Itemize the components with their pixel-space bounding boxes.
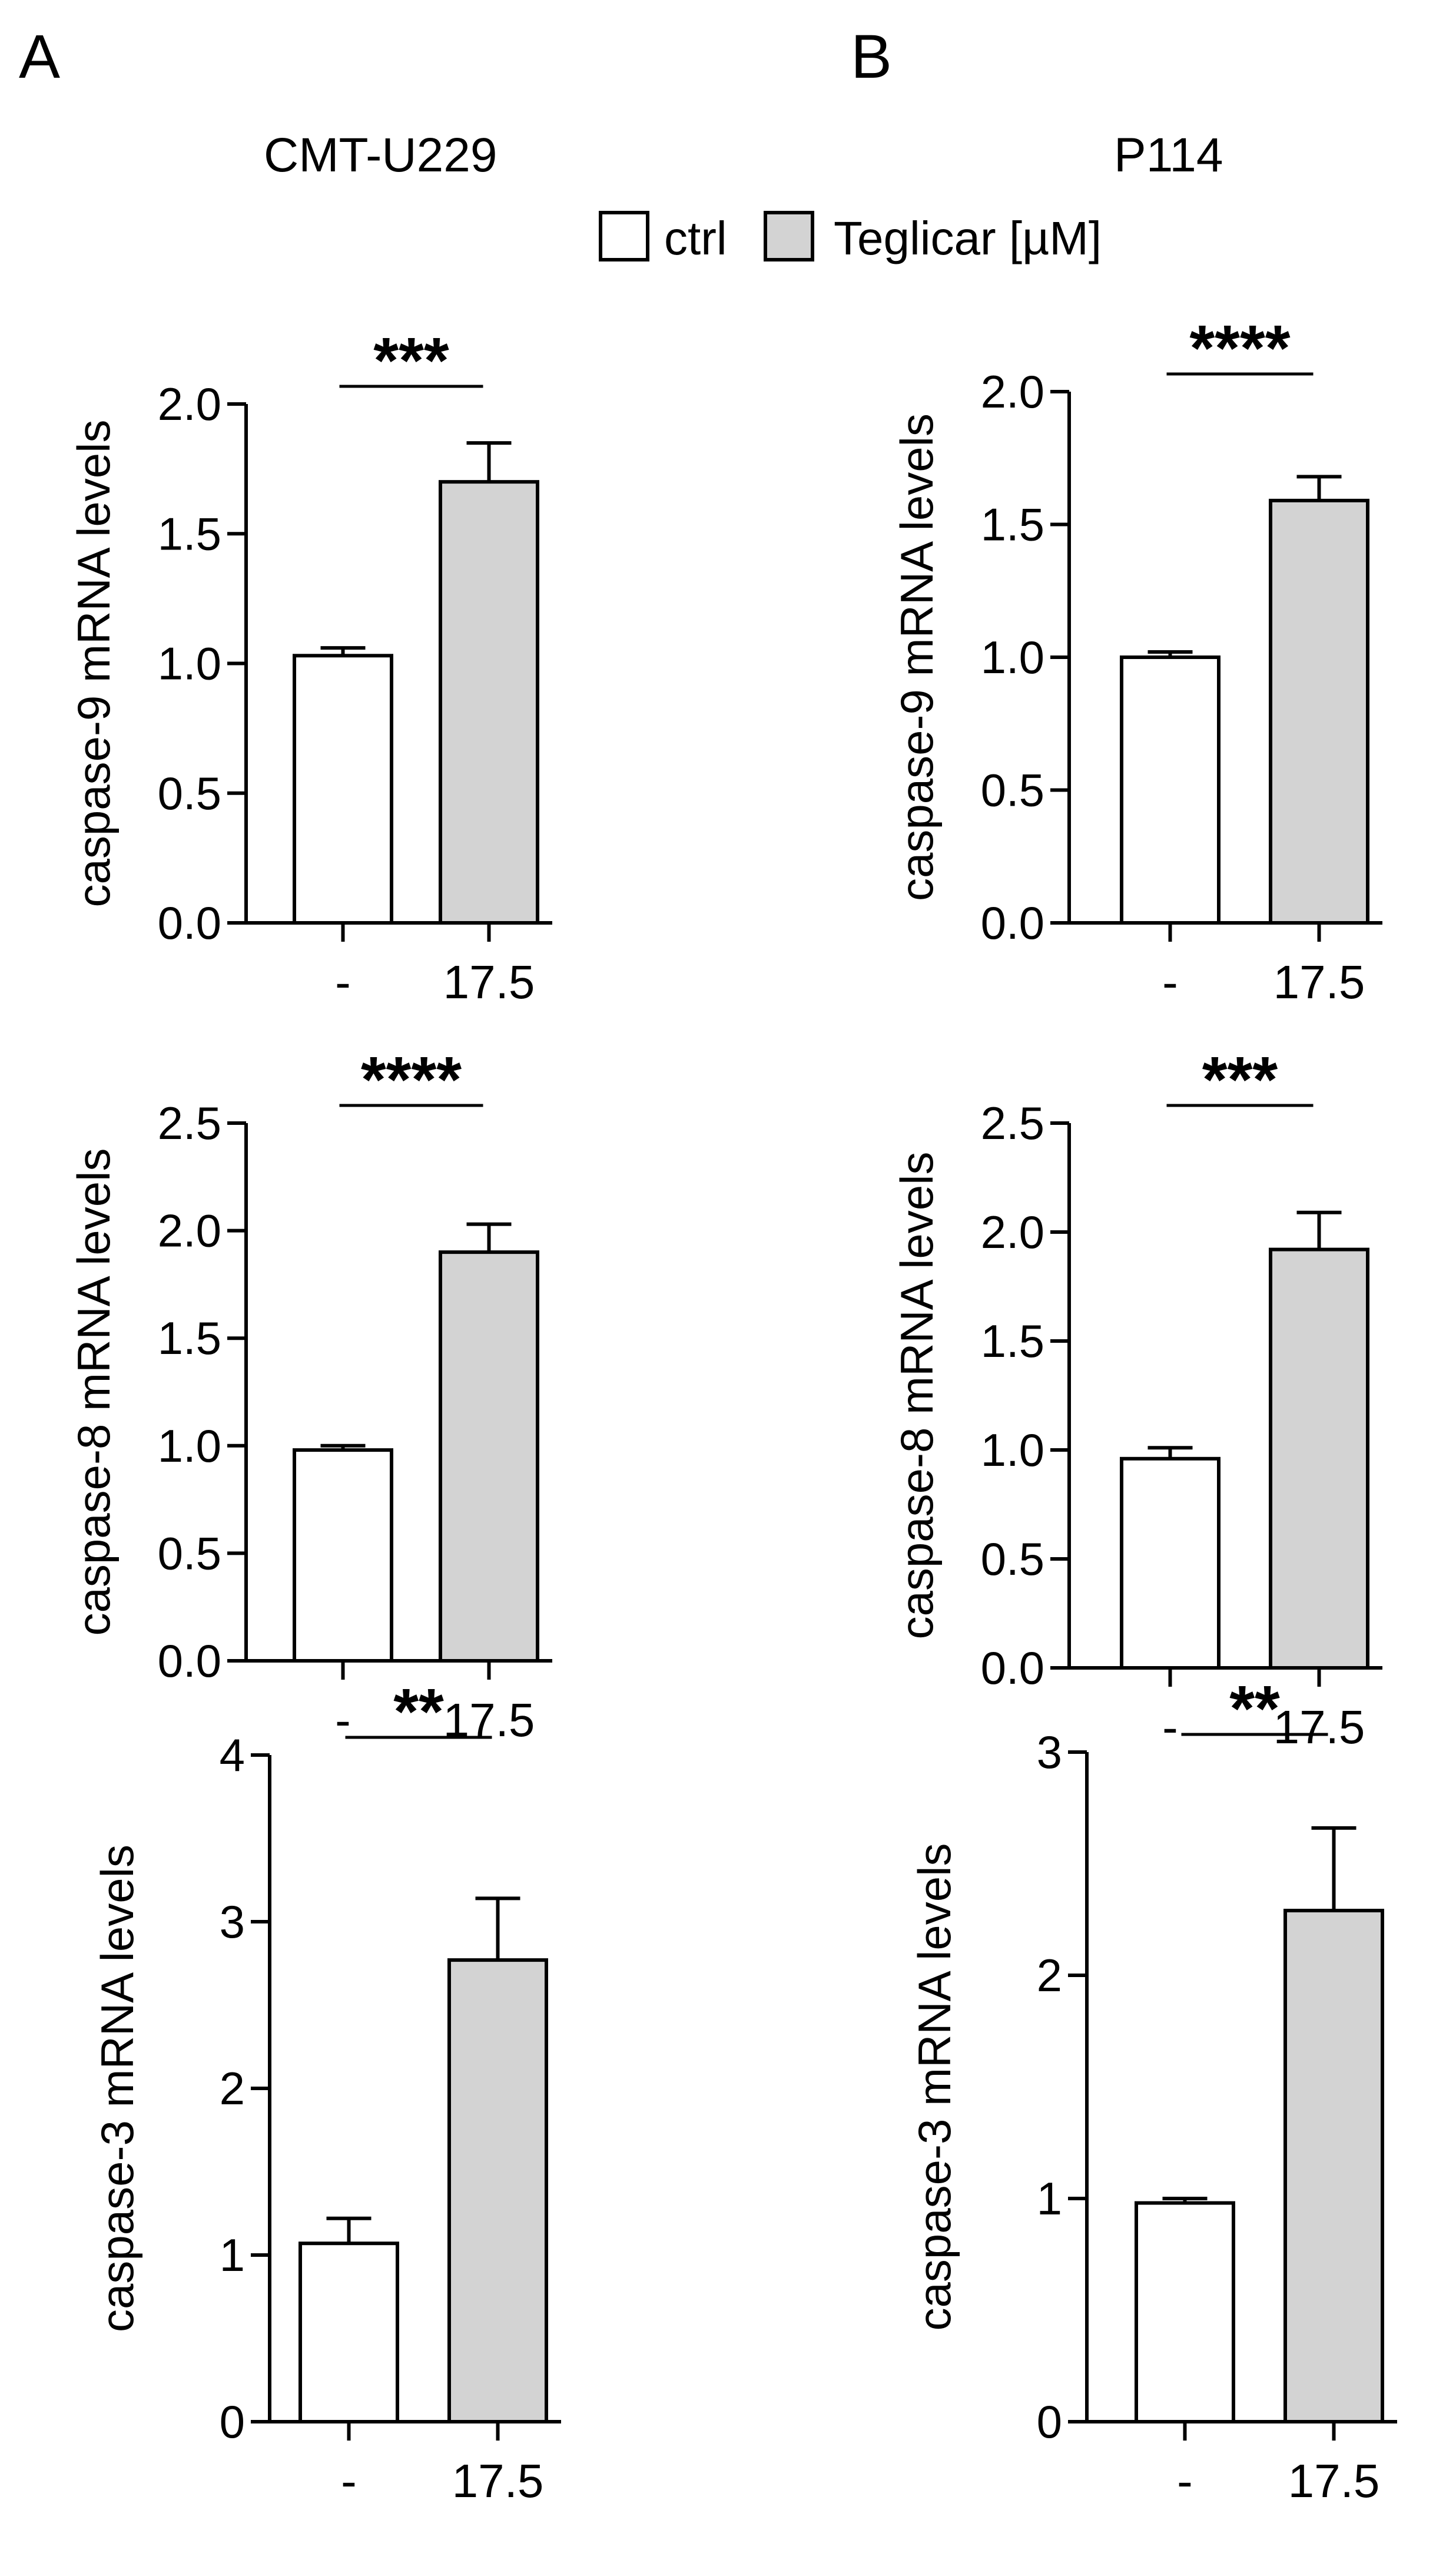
chart-a-caspase8-y-tick-label: 2.5: [158, 1097, 221, 1149]
chart-b-caspase9-bar-teglicar: [1269, 498, 1369, 925]
chart-b-caspase8-y-tick-label: 0.0: [981, 1642, 1044, 1694]
chart-b-caspase9: 0.0 0.5 1.0 1.5 2.0 caspase-9 mRNA levels - 17.…: [891, 312, 1382, 1008]
chart-a-caspase9-y-tick-label: 0.5: [158, 767, 221, 819]
chart-a-caspase8-y-tick-label: 0.0: [158, 1635, 221, 1687]
chart-b-caspase8-y-tick-label: 2.5: [981, 1097, 1044, 1149]
panel-title-a: CMT-U229: [264, 128, 497, 182]
chart-b-caspase9-y-tick-label: 1.0: [981, 631, 1044, 683]
panel-title-b: P114: [1114, 128, 1223, 182]
chart-a-caspase3-y-label: caspase-3 mRNA levels: [91, 1845, 143, 2332]
chart-b-caspase8: 0.0 0.5 1.0 1.5 2.0 2.5 caspase-8 mRNA levels -…: [891, 1044, 1382, 1753]
chart-b-caspase8-y-tick-label: 1.0: [981, 1424, 1044, 1476]
chart-b-caspase9-x-tick-label: -: [1162, 956, 1178, 1008]
chart-a-caspase8-y-tick-label: 1.5: [158, 1312, 221, 1364]
chart-b-caspase3-bar-teglicar: [1283, 1909, 1384, 2424]
chart-b-caspase9-y-tick-label: 0.5: [981, 764, 1044, 816]
chart-b-caspase9-y-label: caspase-9 mRNA levels: [891, 413, 943, 901]
chart-a-caspase3-bar-teglicar: [447, 1958, 548, 2424]
chart-a-caspase9-y-tick-label: 1.5: [158, 508, 221, 559]
chart-a-caspase9: 0.0 0.5 1.0 1.5 2.0 caspase-9 mRNA levels - 17.…: [68, 325, 552, 1008]
chart-b-caspase8-y-tick-label: 1.5: [981, 1315, 1044, 1367]
chart-b-caspase8-y-tick-label: 2.0: [981, 1206, 1044, 1258]
chart-a-caspase3-bar-ctrl: [299, 2241, 399, 2423]
legend-label-ctrl: ctrl: [664, 212, 727, 264]
chart-a-caspase8-significance-stars: ****: [361, 1044, 462, 1116]
chart-a-caspase3-y-tick-label: 4: [220, 1729, 245, 1781]
chart-a-caspase3-x-tick-label: 17.5: [452, 2455, 544, 2507]
panel-letter-a: A: [19, 22, 60, 91]
chart-a-caspase8-y-tick-label: 2.0: [158, 1205, 221, 1257]
chart-a-caspase8-bar-ctrl: [293, 1448, 393, 1663]
chart-b-caspase9-x-tick-label: 17.5: [1273, 956, 1365, 1008]
chart-b-caspase8-x-tick-label: 17.5: [1273, 1701, 1365, 1753]
chart-b-caspase3-bar-ctrl: [1135, 2201, 1235, 2424]
chart-b-caspase8-bar-teglicar: [1269, 1247, 1369, 1670]
chart-a-caspase9-bar-teglicar: [439, 480, 539, 925]
panel-letter-b: B: [851, 22, 892, 91]
chart-a-caspase9-y-label: caspase-9 mRNA levels: [68, 420, 120, 908]
charts: 0.0 0.5 1.0 1.5 2.0 caspase-9 mRNA levels - 17.…: [68, 312, 1397, 2507]
chart-b-caspase8-y-label: caspase-8 mRNA levels: [891, 1152, 943, 1640]
chart-a-caspase8-y-label: caspase-8 mRNA levels: [68, 1148, 120, 1636]
chart-a-caspase3-y-tick-label: 1: [220, 2229, 245, 2281]
legend-swatch-teglicar: [764, 211, 814, 261]
chart-b-caspase9-y-tick-label: 0.0: [981, 897, 1044, 949]
chart-b-caspase9-bar-ctrl: [1120, 655, 1220, 925]
chart-a-caspase9-significance-stars: ***: [373, 325, 449, 397]
chart-b-caspase8-y-tick-label: 0.5: [981, 1533, 1044, 1585]
chart-a-caspase3-significance-stars: **: [393, 1676, 444, 1748]
legend-label-teglicar: Teglicar [µM]: [834, 212, 1102, 264]
chart-a-caspase8-y-tick-label: 0.5: [158, 1527, 221, 1579]
chart-b-caspase3-x-tick-label: -: [1177, 2455, 1193, 2507]
chart-a-caspase3-y-tick-label: 2: [220, 2062, 245, 2114]
chart-b-caspase3-significance-stars: **: [1229, 1673, 1280, 1745]
chart-b-caspase9-significance-stars: ****: [1189, 312, 1290, 385]
chart-a-caspase8-y-tick-label: 1.0: [158, 1420, 221, 1472]
chart-a-caspase3: 0 1 2 3 4 caspase-3 mRNA levels - 17.5 **: [91, 1676, 561, 2507]
chart-a-caspase9-y-tick-label: 0.0: [158, 897, 221, 949]
chart-b-caspase3-y-tick-label: 0: [1037, 2396, 1062, 2448]
chart-a-caspase3-x-tick-label: -: [341, 2455, 357, 2507]
chart-a-caspase9-y-tick-label: 1.0: [158, 638, 221, 690]
legend: ctrl Teglicar [µM]: [599, 211, 1102, 264]
chart-a-caspase3-y-tick-label: 0: [220, 2396, 245, 2448]
chart-b-caspase3-y-tick-label: 1: [1037, 2173, 1062, 2224]
chart-b-caspase8-bar-ctrl: [1120, 1456, 1220, 1670]
chart-a-caspase9-x-tick-label: 17.5: [443, 956, 535, 1008]
chart-b-caspase3-x-tick-label: 17.5: [1288, 2455, 1380, 2507]
chart-b-caspase8-significance-stars: ***: [1202, 1044, 1278, 1116]
chart-b-caspase3-y-tick-label: 2: [1037, 1949, 1062, 2001]
chart-a-caspase9-x-tick-label: -: [335, 956, 351, 1008]
chart-b-caspase8-x-tick-label: -: [1162, 1701, 1178, 1753]
chart-a-caspase9-y-tick-label: 2.0: [158, 378, 221, 430]
chart-b-caspase3-y-tick-label: 3: [1037, 1726, 1062, 1778]
chart-a-caspase8-bar-teglicar: [439, 1250, 539, 1663]
chart-b-caspase3-y-label: caspase-3 mRNA levels: [908, 1843, 960, 2331]
chart-b-caspase9-y-tick-label: 2.0: [981, 366, 1044, 418]
chart-a-caspase9-bar-ctrl: [293, 654, 393, 925]
chart-b-caspase9-y-tick-label: 1.5: [981, 499, 1044, 551]
chart-a-caspase3-y-tick-label: 3: [220, 1896, 245, 1948]
legend-swatch-ctrl: [599, 211, 649, 261]
